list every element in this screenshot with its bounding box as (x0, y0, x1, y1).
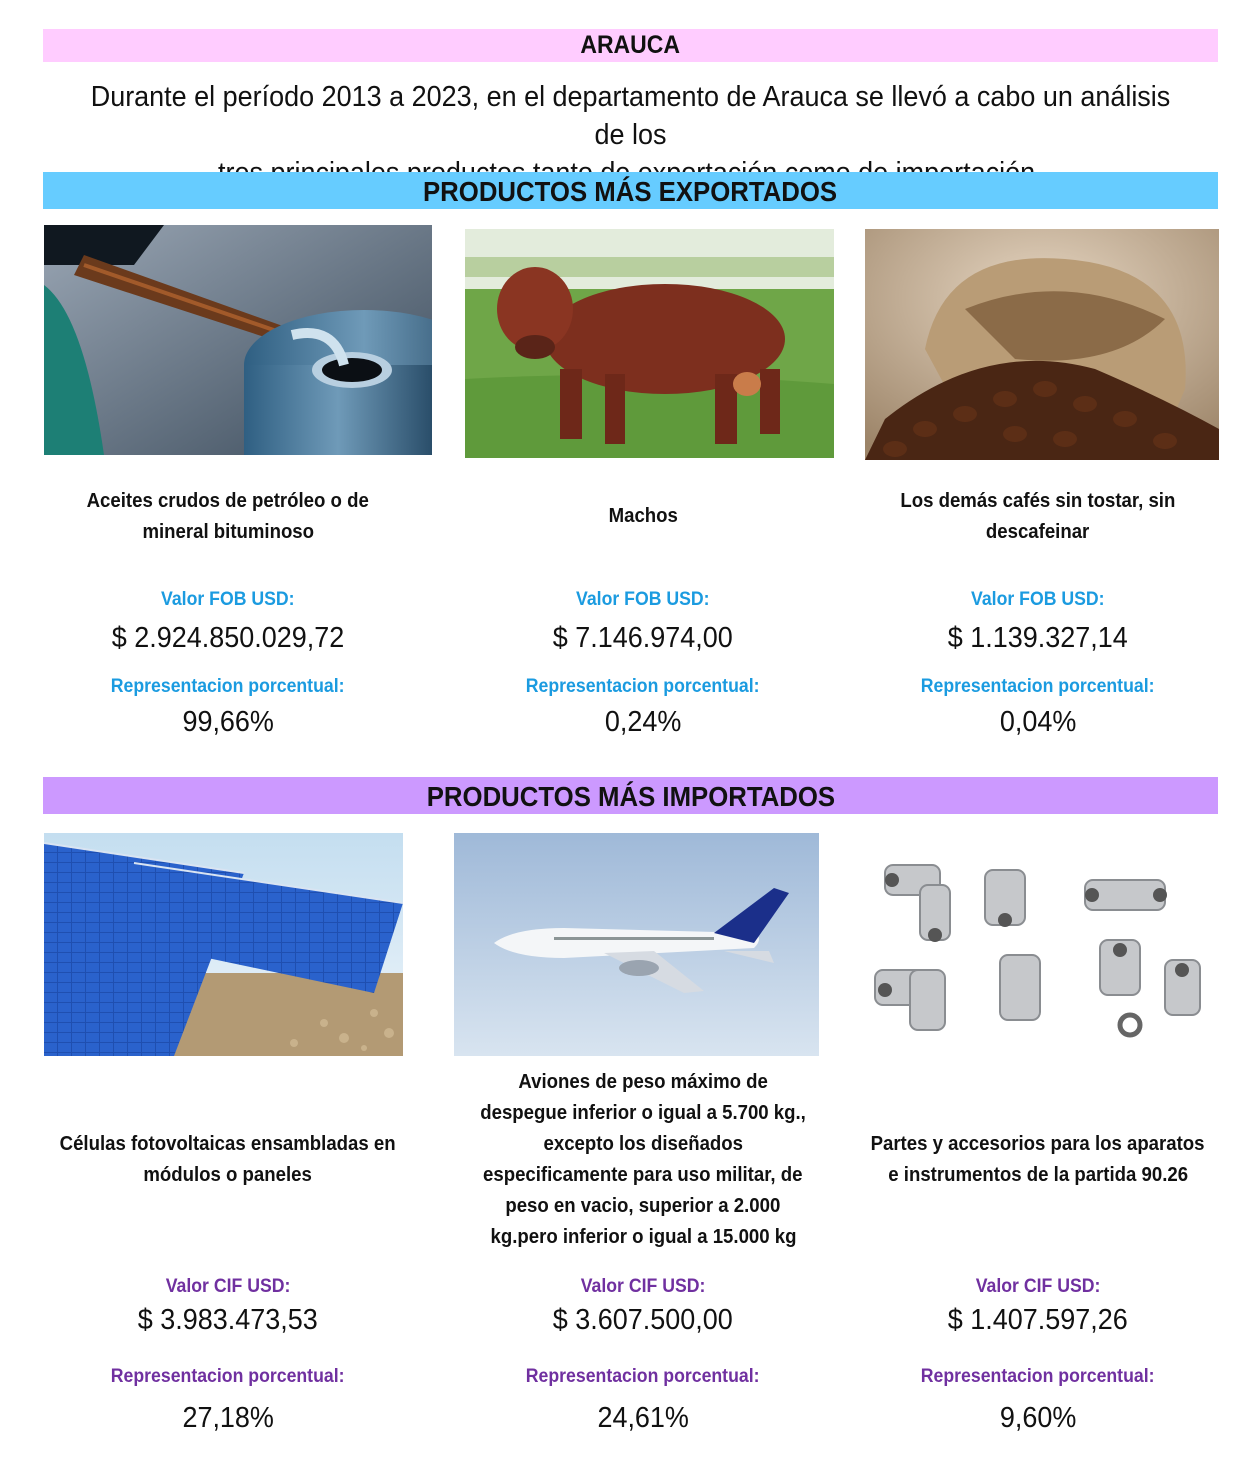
export-2-value-label: Valor FOB USD: (576, 589, 710, 610)
export-product-3-line: Los demás cafés sin tostar, sin (900, 489, 1176, 512)
exports-heading: PRODUCTOS MÁS EXPORTADOS (43, 172, 1218, 209)
imports-heading: PRODUCTOS MÁS IMPORTADOS (43, 777, 1218, 814)
pipe-fittings-image (860, 840, 1220, 1050)
title-text: ARAUCA (580, 31, 681, 59)
export-product-1-name: Aceites crudos de petróleo o de mineral b… (44, 485, 412, 548)
import-3-share-label: Representacion porcentual: (921, 1366, 1155, 1387)
import-product-2-line: kg.pero inferior o igual a 15.000 kg (490, 1226, 796, 1248)
intro-line-1: Durante el período 2013 a 2023, en el de… (90, 81, 1171, 151)
import-product-1-name: Células fotovoltaicas ensambladas en mód… (44, 1065, 412, 1255)
import-1-share-label: Representacion porcentual: (111, 1366, 345, 1387)
export-product-1-line: Aceites crudos de petróleo o de (86, 489, 370, 512)
import-2-value: $ 3.607.500,00 (553, 1304, 733, 1336)
import-product-2-line: Aviones de peso máximo de (518, 1071, 768, 1093)
import-3-share: 9,60% (999, 1402, 1077, 1434)
export-2-share-label: Representacion porcentual: (526, 676, 760, 697)
import-1-value: $ 3.983.473,53 (138, 1304, 318, 1336)
solar-panels-image (44, 833, 403, 1056)
export-3-share: 0,04% (999, 706, 1077, 738)
import-product-2-name: Aviones de peso máximo de despegue infer… (458, 1065, 828, 1255)
bull-image (465, 229, 834, 458)
export-1-value-label: Valor FOB USD: (161, 589, 295, 610)
export-2-share: 0,24% (604, 706, 682, 738)
import-2-share: 24,61% (597, 1402, 689, 1434)
import-3-value-label: Valor CIF USD: (975, 1276, 1101, 1297)
export-product-1-line: mineral bituminoso (142, 520, 314, 543)
page-title: ARAUCA (43, 29, 1218, 62)
airplane-image (454, 833, 819, 1056)
import-product-2-line: peso en vacio, superior a 2.000 (505, 1195, 781, 1217)
import-product-1-line: módulos o paneles (143, 1164, 313, 1186)
coffee-sack-image (865, 229, 1219, 460)
import-product-2-line: excepto los diseñados (543, 1133, 743, 1155)
export-product-3-name: Los demás cafés sin tostar, sin descafein… (856, 485, 1220, 548)
import-1-value-label: Valor CIF USD: (165, 1276, 291, 1297)
export-product-3-line: descafeinar (986, 520, 1090, 543)
export-3-value: $ 1.139.327,14 (948, 622, 1128, 654)
export-1-share: 99,66% (182, 706, 274, 738)
oil-barrel-image (44, 225, 432, 455)
import-2-value-label: Valor CIF USD: (580, 1276, 706, 1297)
import-product-2-line: especificamente para uso militar, de (483, 1164, 803, 1186)
export-1-value: $ 2.924.850.029,72 (111, 622, 345, 654)
imports-heading-text: PRODUCTOS MÁS IMPORTADOS (426, 781, 835, 812)
import-product-3-name: Partes y accesorios para los aparatos e … (856, 1065, 1220, 1255)
import-3-value: $ 1.407.597,26 (948, 1304, 1128, 1336)
import-2-share-label: Representacion porcentual: (526, 1366, 760, 1387)
export-1-share-label: Representacion porcentual: (111, 676, 345, 697)
import-product-3-line: e instrumentos de la partida 90.26 (888, 1164, 1188, 1186)
export-2-value: $ 7.146.974,00 (553, 622, 733, 654)
export-3-value-label: Valor FOB USD: (971, 589, 1105, 610)
export-product-2-name: Machos (458, 485, 828, 548)
export-product-2-line: Machos (608, 505, 678, 527)
import-product-2-line: despegue inferior o igual a 5.700 kg., (480, 1102, 806, 1124)
import-product-3-line: Partes y accesorios para los aparatos (871, 1133, 1205, 1155)
exports-heading-text: PRODUCTOS MÁS EXPORTADOS (423, 176, 838, 207)
export-3-share-label: Representacion porcentual: (921, 676, 1155, 697)
import-1-share: 27,18% (182, 1402, 274, 1434)
import-product-1-line: Células fotovoltaicas ensambladas en (60, 1133, 396, 1155)
